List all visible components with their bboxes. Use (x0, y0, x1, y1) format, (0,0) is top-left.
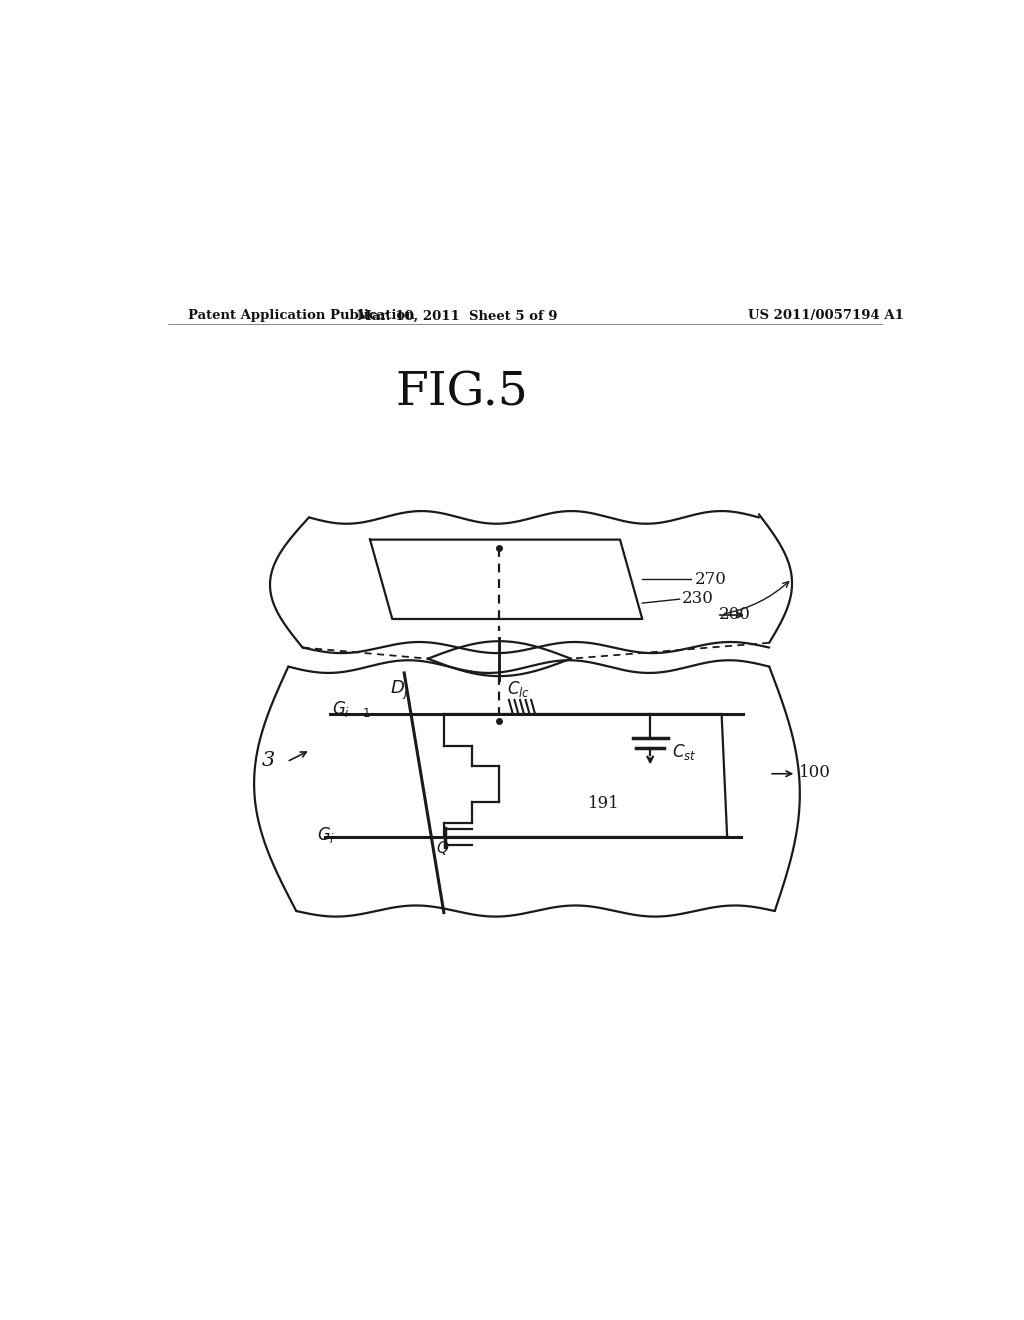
Text: $C_{st}$: $C_{st}$ (673, 742, 697, 762)
Text: $G_{i-1}$: $G_{i-1}$ (332, 700, 371, 719)
Text: 191: 191 (588, 796, 621, 812)
Text: $Q$: $Q$ (436, 838, 450, 857)
Text: $G_i$: $G_i$ (316, 825, 335, 845)
Text: 3: 3 (261, 751, 274, 770)
Text: Mar. 10, 2011  Sheet 5 of 9: Mar. 10, 2011 Sheet 5 of 9 (357, 309, 558, 322)
Text: 100: 100 (799, 764, 830, 781)
Text: $D_j$: $D_j$ (390, 678, 410, 702)
Text: FIG.5: FIG.5 (395, 370, 527, 416)
Text: $C_{lc}$: $C_{lc}$ (507, 678, 530, 698)
Text: 200: 200 (719, 606, 752, 623)
Text: Patent Application Publication: Patent Application Publication (187, 309, 415, 322)
Text: US 2011/0057194 A1: US 2011/0057194 A1 (749, 309, 904, 322)
Text: 230: 230 (682, 590, 714, 607)
Text: 270: 270 (694, 570, 726, 587)
